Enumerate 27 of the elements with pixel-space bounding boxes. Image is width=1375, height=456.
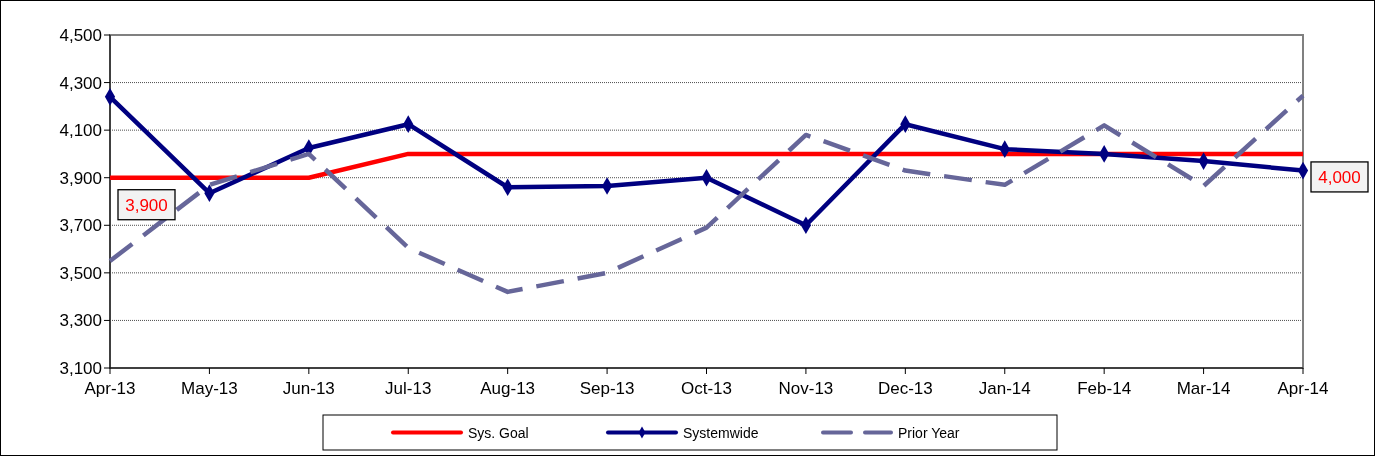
x-tick-label: Dec-13	[877, 379, 933, 398]
legend-label: Sys. Goal	[468, 424, 529, 441]
y-tick-label: 4,300	[59, 73, 102, 93]
x-tick-label: Mar-14	[1176, 379, 1231, 398]
x-tick-label: Oct-13	[680, 379, 733, 398]
x-tick-label: Jun-13	[282, 379, 335, 398]
x-tick-label: Jan-14	[978, 379, 1031, 398]
x-tick-label: Apr-14	[1277, 379, 1329, 398]
y-tick-label: 3,900	[59, 168, 102, 188]
y-tick-label: 4,500	[59, 26, 102, 45]
y-tick-label: 3,300	[59, 311, 102, 331]
y-tick-label: 4,100	[59, 121, 102, 141]
legend-label: Prior Year	[898, 424, 960, 441]
y-tick-label: 3,100	[59, 359, 102, 378]
x-tick-label: Aug-13	[480, 379, 536, 398]
line-series	[107, 93, 1306, 295]
x-tick-label: May-13	[181, 379, 238, 398]
x-tick-label: Jul-13	[385, 379, 432, 398]
x-tick-label: Feb-14	[1077, 379, 1132, 398]
y-tick-label: 3,700	[59, 216, 102, 236]
x-tick-label: Nov-13	[778, 379, 834, 398]
x-tick-label: Sep-13	[579, 379, 635, 398]
data-label: 3,900	[125, 195, 168, 215]
legend-label: Systemwide	[683, 424, 759, 441]
y-tick-label: 3,500	[59, 263, 102, 283]
x-tick-label: Apr-13	[84, 379, 136, 398]
data-label: 4,000	[1318, 167, 1361, 187]
